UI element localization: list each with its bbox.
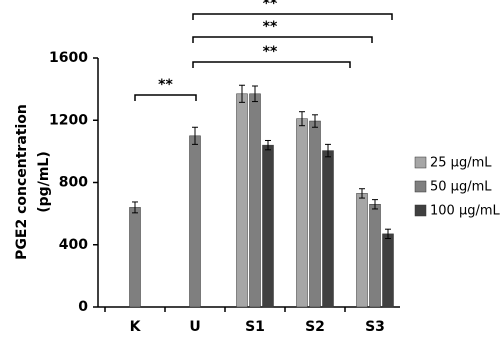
bar [129, 207, 141, 308]
bar [296, 118, 308, 308]
annotation: ** [263, 0, 278, 12]
error-bar [385, 228, 391, 240]
y-tick-label: 1200 [49, 112, 88, 128]
error-bar [325, 143, 331, 158]
legend-label: 100 µg/mL [430, 204, 500, 219]
y-tick-label: 400 [59, 237, 88, 253]
legend-swatch [414, 180, 427, 193]
bar [262, 144, 274, 308]
x-tick-label: S2 [305, 319, 325, 335]
bar [309, 120, 321, 308]
bracket [134, 94, 197, 101]
error-bar [312, 114, 318, 128]
annotation: ** [263, 19, 278, 35]
error-bar [252, 85, 258, 103]
bar [249, 93, 261, 308]
bracket [192, 36, 373, 43]
bracket [192, 61, 351, 68]
y-tick-label: 800 [59, 175, 88, 191]
legend-label: 50 µg/mL [430, 180, 492, 195]
legend-swatch [414, 204, 427, 217]
bar [236, 93, 248, 308]
error-bar [132, 201, 138, 214]
y-axis-label: PGE2 concentration [14, 104, 30, 260]
legend-swatch [414, 156, 427, 169]
error-bar [359, 188, 365, 199]
bar [382, 233, 394, 308]
bar [322, 150, 334, 308]
x-tick-label: S3 [365, 319, 385, 335]
annotation: ** [158, 77, 173, 93]
error-bar [265, 139, 271, 151]
y-tick-label: 1600 [49, 50, 88, 66]
error-bar [299, 111, 305, 127]
bar [189, 135, 201, 308]
error-bar [192, 126, 198, 145]
bar [356, 193, 368, 308]
x-tick-label: K [130, 319, 142, 335]
annotation: ** [263, 44, 278, 60]
error-bar [372, 199, 378, 210]
bracket [192, 13, 393, 20]
y-tick-label: 0 [78, 299, 88, 315]
x-tick-label: U [189, 319, 200, 335]
bar [369, 204, 381, 308]
x-tick-label: S1 [245, 319, 265, 335]
legend-label: 25 µg/mL [430, 156, 492, 171]
y-axis-label: (pg/mL) [36, 151, 52, 212]
error-bar [239, 84, 245, 103]
